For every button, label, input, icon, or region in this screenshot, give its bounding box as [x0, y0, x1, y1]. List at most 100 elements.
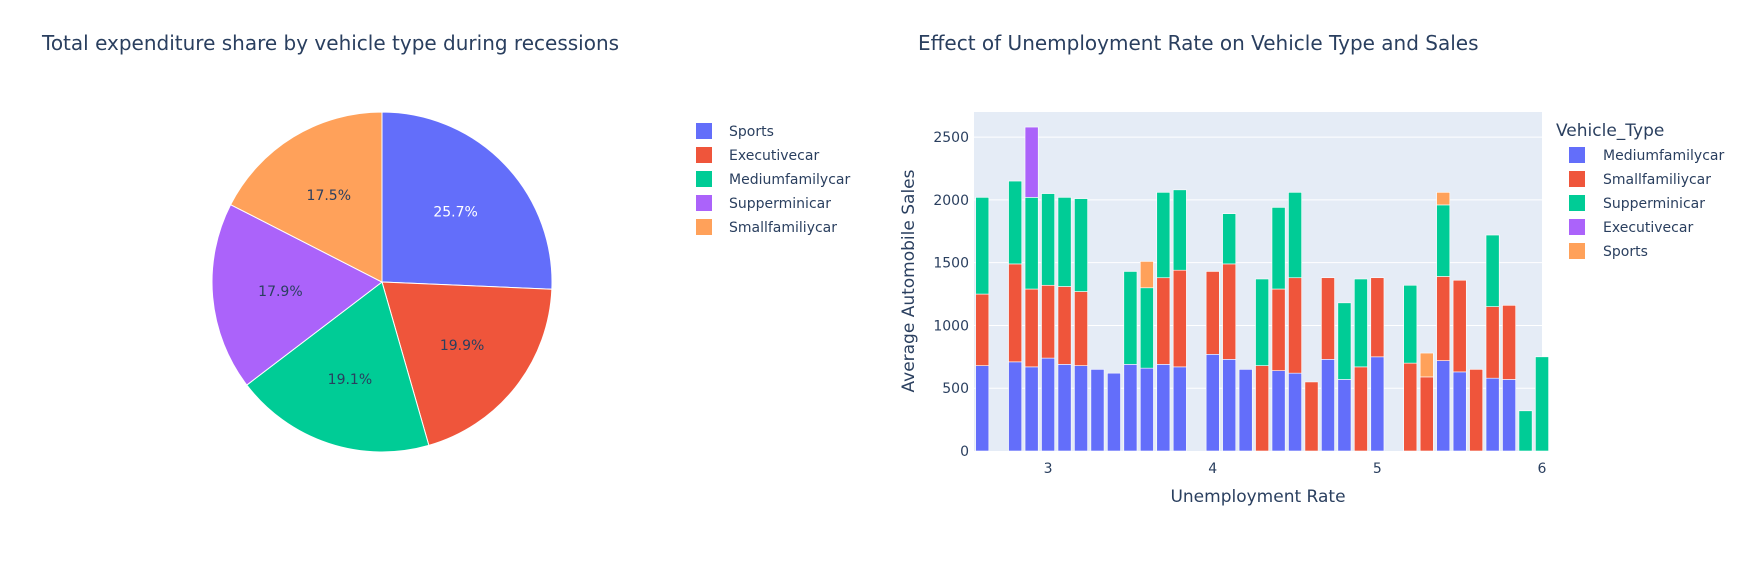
pie-legend-item[interactable]: Supperminicar — [696, 195, 831, 212]
bar-segment — [1271, 370, 1286, 452]
pie-legend-item[interactable]: Executivecar — [696, 147, 819, 164]
bar-segment — [1041, 193, 1055, 286]
bar-y-axis-label: Average Automobile Sales — [899, 169, 919, 392]
bar-segment — [1288, 372, 1302, 452]
bar-segment — [1222, 359, 1237, 452]
pie-slice-2 — [246, 281, 430, 453]
pie-legend-swatch — [696, 147, 712, 163]
bar-segment — [1074, 365, 1088, 452]
bar-segment — [1172, 366, 1187, 452]
pie-slice-label-3: 17.9% — [258, 284, 302, 300]
bar-segment — [1403, 362, 1418, 452]
bar-segment — [1205, 354, 1220, 452]
bar-segment — [1238, 369, 1253, 452]
bar-segment — [1156, 364, 1171, 452]
bar-segment — [1057, 197, 1072, 287]
bar-segment — [1337, 302, 1352, 380]
bar-segment — [1024, 197, 1039, 290]
bar-y-ticks: 0 500 1000 1500 2000 2500 — [933, 130, 969, 460]
bar-segment — [1452, 279, 1467, 373]
pie-legend-label: Smallfamiliycar — [729, 220, 837, 236]
pie-legend-item[interactable]: Sports — [696, 123, 774, 140]
bar-segment — [1271, 207, 1286, 290]
bar-segment — [1172, 269, 1187, 368]
bar-legend-swatch — [1569, 243, 1585, 259]
bar-y-tick-label: 0 — [960, 444, 969, 460]
bar-segment — [1419, 352, 1434, 378]
bar-y-tick-label: 2000 — [933, 193, 969, 209]
bar-segment — [1535, 356, 1549, 452]
bar-segment — [1205, 271, 1220, 355]
bar-segment — [1485, 306, 1500, 379]
bar-segment — [1222, 263, 1237, 360]
bar-segment — [1436, 276, 1451, 361]
pie-slices — [211, 111, 553, 453]
bar-marks — [975, 126, 1549, 452]
bar-segment — [1452, 371, 1467, 452]
bar-x-ticks: 3 4 5 6 — [1044, 461, 1547, 477]
bar-y-tick-label: 1000 — [933, 318, 969, 334]
pie-slice-label-1: 19.9% — [440, 338, 484, 354]
bar-segment — [1419, 376, 1434, 452]
bar-segment — [1139, 261, 1154, 289]
bar-x-tick-label: 6 — [1538, 461, 1547, 477]
pie-legend-item[interactable]: Smallfamiliycar — [696, 219, 837, 236]
bar-title: Effect of Unemployment Rate on Vehicle T… — [918, 31, 1479, 55]
bar-legend-item[interactable]: Executivecar — [1569, 219, 1693, 236]
bar-segment — [1008, 263, 1023, 363]
bar-legend: Mediumfamilycar Smallfamiliycar Suppermini… — [1569, 147, 1724, 260]
bar-segment — [1107, 372, 1121, 452]
pie-title: Total expenditure share by vehicle type … — [41, 31, 619, 55]
bar-x-tick-label: 3 — [1044, 461, 1053, 477]
pie-legend: Sports Executivecar Mediumfamilycar Supperm… — [696, 123, 850, 236]
bar-segment — [1304, 381, 1319, 452]
bar-segment — [1172, 189, 1187, 271]
bar-segment — [975, 293, 990, 366]
pie-legend-item[interactable]: Mediumfamilycar — [696, 171, 850, 188]
bar-segment — [1057, 286, 1072, 365]
bar-legend-item[interactable]: Mediumfamilycar — [1569, 147, 1724, 164]
pie-slice-1 — [381, 281, 553, 447]
bar-segment — [1255, 278, 1270, 366]
bar-legend-label: Smallfamiliycar — [1603, 172, 1711, 188]
bar-segment — [975, 365, 990, 452]
bar-segment — [1024, 366, 1039, 452]
bar-segment — [1156, 277, 1171, 365]
bar-legend-label: Supperminicar — [1603, 196, 1705, 212]
bar-legend-item[interactable]: Supperminicar — [1569, 195, 1705, 212]
bar-segment — [1057, 364, 1072, 452]
bar-segment — [1123, 271, 1138, 365]
bar-segment — [1255, 365, 1270, 452]
pie-slice-label-2: 19.1% — [328, 372, 372, 388]
pie-labels: 25.7% 19.9% 19.1% 17.9% 17.5% — [258, 188, 484, 388]
bar-x-tick-label: 4 — [1208, 461, 1217, 477]
pie-legend-label: Sports — [729, 124, 774, 140]
bar-legend-swatch — [1569, 147, 1585, 163]
bar-legend-swatch — [1569, 219, 1585, 235]
bar-legend-label: Mediumfamilycar — [1603, 148, 1724, 164]
bar-segment — [1436, 204, 1451, 277]
pie-legend-swatch — [696, 219, 712, 235]
bar-segment — [1321, 277, 1335, 360]
bar-legend-swatch — [1569, 195, 1585, 211]
bar-legend-title: Vehicle_Type — [1556, 121, 1664, 141]
pie-legend-swatch — [696, 171, 712, 187]
bar-segment — [1123, 364, 1138, 452]
pie-legend-label: Mediumfamilycar — [729, 172, 850, 188]
bar-y-tick-label: 2500 — [933, 130, 969, 146]
bar-segment — [1074, 291, 1088, 366]
bar-segment — [1370, 277, 1385, 358]
bar-y-tick-label: 1500 — [933, 256, 969, 272]
bar-segment — [1139, 367, 1154, 452]
bar-segment — [1156, 192, 1171, 279]
bar-legend-item[interactable]: Smallfamiliycar — [1569, 171, 1711, 188]
bar-segment — [1354, 366, 1368, 452]
bar-legend-swatch — [1569, 171, 1585, 187]
pie-legend-swatch — [696, 195, 712, 211]
bar-segment — [1502, 379, 1516, 452]
pie-slice-3 — [211, 203, 383, 386]
pie-legend-label: Supperminicar — [729, 196, 831, 212]
bar-legend-item[interactable]: Sports — [1569, 243, 1648, 260]
